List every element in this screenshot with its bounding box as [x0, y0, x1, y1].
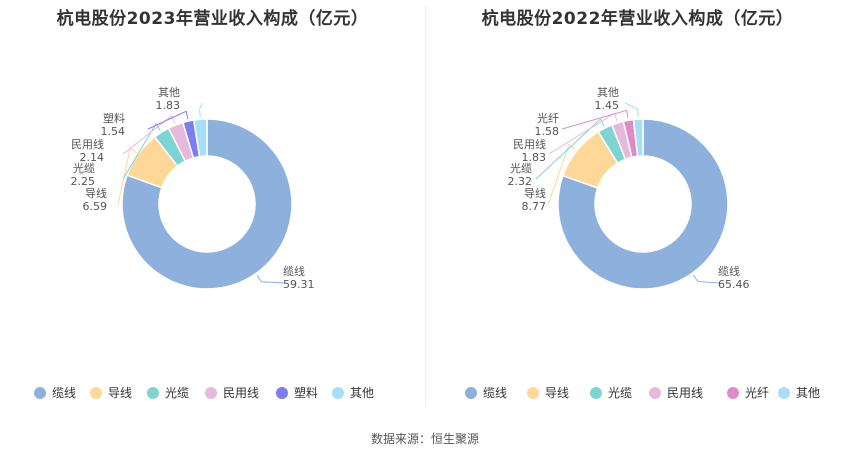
legend-label[interactable]: 缆线 — [483, 386, 507, 400]
leader-line — [535, 118, 605, 180]
leader-line — [561, 109, 629, 130]
donut-chart-2022: 缆线65.46导线8.77光缆2.32民用线1.83光纤1.58其他1.45缆线… — [465, 86, 820, 400]
chart-panel-2022: 杭电股份2022年营业收入构成（亿元） 缆线 65.46 导线 8.77 光缆 2.32 民… — [425, 0, 850, 410]
slice-label-name: 缆线 — [718, 264, 740, 278]
slice-label-value: 2.14 — [80, 151, 105, 164]
slice-label-name: 光缆 — [73, 161, 95, 175]
legend-marker[interactable] — [727, 387, 739, 399]
legend-label[interactable]: 塑料 — [294, 385, 318, 400]
legend-marker[interactable] — [147, 387, 159, 399]
slice-label-value: 65.46 — [718, 278, 750, 291]
slice-其他[interactable] — [632, 118, 644, 158]
legend-label[interactable]: 导线 — [545, 386, 569, 400]
slice-label-value: 6.59 — [83, 200, 108, 213]
panel-divider — [425, 6, 426, 406]
slice-label-value: 59.31 — [283, 278, 315, 291]
slice-label-value: 1.83 — [522, 151, 547, 164]
slice-label-name: 塑料 — [103, 111, 125, 125]
slice-缆线[interactable] — [557, 118, 729, 290]
leader-line — [547, 143, 576, 206]
chart-title-2022: 杭电股份2022年营业收入构成（亿元） — [481, 9, 794, 29]
legend-label[interactable]: 光缆 — [165, 386, 189, 400]
legend-marker[interactable] — [276, 387, 288, 399]
leader-line — [256, 274, 286, 284]
slice-其他[interactable] — [192, 118, 208, 158]
leader-line — [122, 122, 161, 180]
legend-label[interactable]: 其他 — [796, 386, 820, 400]
slice-缆线[interactable] — [121, 118, 293, 290]
legend-marker[interactable] — [778, 387, 790, 399]
data-source: 数据来源：恒生聚源 — [370, 432, 479, 446]
slice-label-value: 2.25 — [71, 175, 96, 188]
slice-label-name: 民用线 — [71, 137, 104, 151]
leader-line — [147, 110, 189, 130]
legend-label[interactable]: 民用线 — [223, 386, 259, 400]
slice-label-value: 1.83 — [156, 99, 181, 112]
slice-label-value: 1.54 — [101, 125, 126, 138]
slice-label-name: 光纤 — [537, 111, 559, 125]
legend-label[interactable]: 光缆 — [608, 386, 632, 400]
legend-marker[interactable] — [465, 387, 477, 399]
leader-line — [624, 102, 639, 118]
slice-label-name: 导线 — [85, 186, 107, 200]
legend-marker[interactable] — [34, 387, 46, 399]
legend-marker[interactable] — [527, 387, 539, 399]
legend-label[interactable]: 其他 — [350, 386, 374, 400]
slice-label-value: 1.58 — [535, 125, 560, 138]
leader-line — [692, 274, 721, 284]
legend-marker[interactable] — [649, 387, 661, 399]
legend-marker[interactable] — [332, 387, 344, 399]
slice-label-value: 1.45 — [595, 99, 620, 112]
slice-label-name: 其他 — [597, 86, 619, 99]
leader-line — [548, 112, 618, 155]
chart-panel-2023: 杭电股份2023年营业收入构成（亿元） 缆线 59.31 导线 6.59 光缆 2.25 民… — [0, 0, 425, 410]
donut-chart-2023: 缆线59.31导线6.59光缆2.25民用线2.14塑料1.54其他1.83缆线… — [34, 86, 374, 400]
legend-marker[interactable] — [90, 387, 102, 399]
legend-label[interactable]: 导线 — [108, 386, 132, 400]
legend-label[interactable]: 光纤 — [745, 386, 769, 400]
legend-marker[interactable] — [205, 387, 217, 399]
legend-label[interactable]: 民用线 — [667, 386, 703, 400]
leader-line — [199, 102, 203, 118]
slice-label-name: 缆线 — [283, 264, 305, 278]
slice-label-value: 2.32 — [508, 175, 533, 188]
slice-label-name: 导线 — [524, 186, 546, 200]
chart-title-2023: 杭电股份2023年营业收入构成（亿元） — [56, 9, 369, 29]
slice-label-value: 8.77 — [522, 200, 547, 213]
slice-label-name: 民用线 — [513, 137, 546, 151]
slice-label-name: 其他 — [158, 86, 180, 99]
legend-label[interactable]: 缆线 — [52, 386, 76, 400]
slice-label-name: 光缆 — [510, 161, 532, 175]
legend-marker[interactable] — [590, 387, 602, 399]
leader-line — [122, 114, 176, 155]
